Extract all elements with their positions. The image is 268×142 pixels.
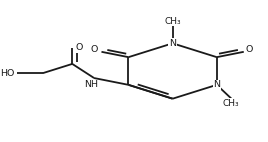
Text: O: O	[75, 43, 83, 52]
Text: O: O	[246, 45, 253, 54]
Text: CH₃: CH₃	[223, 99, 239, 108]
Text: N: N	[213, 80, 220, 89]
Text: O: O	[91, 45, 98, 54]
Text: CH₃: CH₃	[164, 17, 181, 26]
Text: NH: NH	[84, 80, 99, 89]
Text: HO: HO	[0, 69, 14, 78]
Text: N: N	[169, 39, 176, 48]
